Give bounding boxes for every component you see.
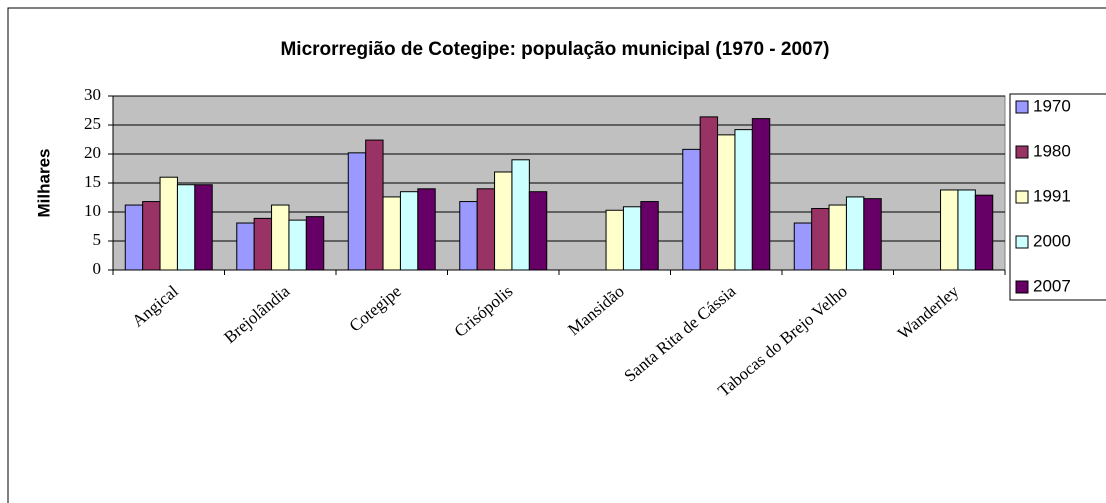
bar <box>459 201 478 271</box>
bar <box>305 216 325 271</box>
legend-label: 1991 <box>1033 186 1071 205</box>
legend-label: 1980 <box>1033 141 1071 160</box>
bar <box>288 219 307 271</box>
legend-label: 1970 <box>1033 96 1071 115</box>
bar <box>863 198 882 271</box>
bar <box>793 222 813 271</box>
bar <box>365 139 384 271</box>
bar <box>176 184 196 271</box>
bar <box>640 201 659 271</box>
bar <box>699 116 719 271</box>
legend-swatch <box>1015 190 1029 204</box>
y-tick-label: 20 <box>84 143 101 162</box>
legend-swatch <box>1015 235 1029 249</box>
bar <box>605 209 624 271</box>
bar <box>494 171 513 271</box>
bar <box>622 206 642 271</box>
bar <box>734 129 753 271</box>
y-tick-label: 25 <box>84 114 101 133</box>
bar <box>717 134 736 271</box>
bar <box>974 194 994 271</box>
bar <box>399 191 419 271</box>
y-tick-label: 0 <box>93 259 102 278</box>
bar <box>253 217 273 271</box>
bar <box>159 176 178 271</box>
legend-swatch <box>1015 280 1029 294</box>
legend-label: 2000 <box>1033 231 1071 250</box>
bar <box>124 204 144 271</box>
bar <box>957 189 976 271</box>
bar <box>236 222 255 271</box>
legend-label: 2007 <box>1033 276 1071 295</box>
bar <box>347 152 367 271</box>
bar <box>845 196 865 271</box>
bar <box>382 196 401 271</box>
bar <box>751 118 771 271</box>
y-tick-label: 10 <box>84 201 101 220</box>
bar <box>940 189 959 271</box>
y-axis-label: Milhares <box>34 149 53 218</box>
legend-swatch <box>1015 145 1029 159</box>
bar <box>511 159 530 271</box>
y-tick-label: 5 <box>93 230 102 249</box>
y-tick-label: 30 <box>84 85 101 104</box>
bar <box>271 204 290 271</box>
bar <box>194 184 213 271</box>
y-tick-label: 15 <box>84 172 101 191</box>
bar <box>811 208 830 271</box>
legend-swatch <box>1015 100 1029 114</box>
bar <box>476 188 496 271</box>
bar <box>682 148 701 271</box>
bar <box>528 191 548 271</box>
bar <box>417 188 436 271</box>
bar <box>142 201 161 271</box>
bar <box>828 204 847 271</box>
chart-title: Microrregião de Cotegipe: população muni… <box>280 39 829 60</box>
